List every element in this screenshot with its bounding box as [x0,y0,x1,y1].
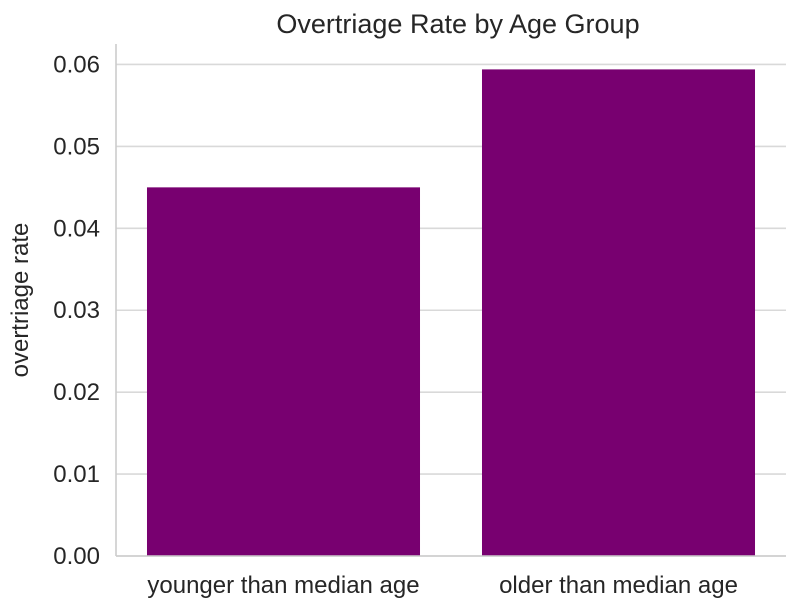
chart-title: Overtriage Rate by Age Group [276,9,639,39]
bar [481,69,756,556]
axes-spines [115,44,786,557]
y-tick-label: 0.03 [53,297,100,324]
bar [146,187,421,557]
x-tick-label: younger than median age [147,572,419,599]
y-tick-label: 0.06 [53,51,100,78]
y-tick-label: 0.01 [53,461,100,488]
y-tick-label: 0.05 [53,133,100,160]
y-tick-labels: 0.00 0.01 0.02 0.03 0.04 0.05 0.06 [53,51,100,570]
x-tick-labels: younger than median age older than median… [147,572,738,599]
y-axis-label: overtriage rate [7,223,34,378]
bars [146,69,756,557]
x-tick-label: older than median age [499,572,738,599]
y-tick-label: 0.04 [53,215,100,242]
y-tick-label: 0.00 [53,543,100,570]
y-tick-label: 0.02 [53,379,100,406]
